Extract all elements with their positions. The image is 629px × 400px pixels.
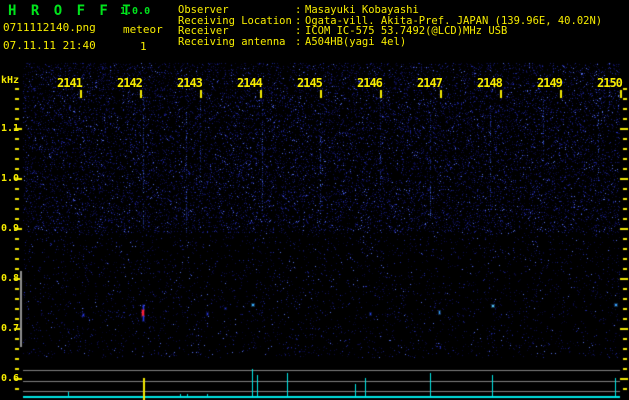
- info-value: A504HB(yagi 4el): [305, 35, 407, 48]
- y-axis-tick-label: 0.9: [1, 223, 20, 234]
- x-axis-tick-label: 2147: [417, 76, 443, 90]
- x-axis-tick-label: 2141: [57, 76, 83, 90]
- output-filename: 0711112140.png: [3, 21, 96, 34]
- mode-label: meteor: [123, 23, 163, 36]
- info-value: ICOM IC-575 53.7492(@LCD)MHz USB: [305, 25, 508, 38]
- app-version: 1.0.0: [120, 6, 151, 17]
- info-separator: :: [295, 4, 302, 16]
- info-label: Observer: [178, 4, 229, 16]
- x-axis-tick-label: 2148: [477, 76, 503, 90]
- x-axis-tick-label: 2149: [537, 76, 563, 90]
- x-axis-tick-label: 2145: [297, 76, 323, 90]
- x-axis-tick-label: 2146: [357, 76, 383, 90]
- y-axis-tick-label: 0.7: [1, 323, 20, 334]
- info-label: Receiving antenna: [178, 35, 286, 48]
- info-separator: :: [295, 14, 302, 27]
- header-info-row: Receiving antenna: A504HB(yagi 4el): [178, 35, 602, 48]
- header-info-row: Observer: Masayuki Kobayashi: [178, 5, 602, 16]
- x-axis-tick-label: 2150: [597, 76, 623, 90]
- header-info-row: Receiving Location: Ogata-vill. Akita-Pre…: [178, 14, 603, 27]
- info-separator: :: [295, 25, 302, 38]
- y-axis-tick-label: 1.0: [1, 173, 20, 184]
- observation-datetime: 07.11.11 21:40: [3, 39, 96, 52]
- x-axis-tick-label: 2144: [237, 76, 263, 90]
- info-value: Ogata-vill. Akita-Pref. JAPAN (139.96E, …: [305, 14, 603, 27]
- y-axis-tick-label: 1.1: [1, 123, 20, 134]
- meteor-count: 1: [140, 40, 147, 53]
- app-title: H R O F F T: [8, 3, 134, 19]
- info-separator: :: [295, 35, 302, 48]
- x-axis-tick-label: 2143: [177, 76, 203, 90]
- info-value: Masayuki Kobayashi: [305, 4, 419, 16]
- header-info-row: Receiver: ICOM IC-575 53.7492(@LCD)MHz US…: [178, 26, 602, 37]
- y-axis-tick-label: 0.6: [1, 373, 20, 384]
- info-label: Receiving Location: [178, 14, 292, 27]
- observer-info-block: Observer: Masayuki Kobayashi Receiving Loc…: [178, 5, 602, 47]
- info-label: Receiver: [178, 25, 229, 38]
- x-axis-tick-label: 2142: [117, 76, 143, 90]
- y-axis-unit-label: kHz: [1, 75, 20, 86]
- y-axis-tick-label: 0.8: [1, 273, 20, 284]
